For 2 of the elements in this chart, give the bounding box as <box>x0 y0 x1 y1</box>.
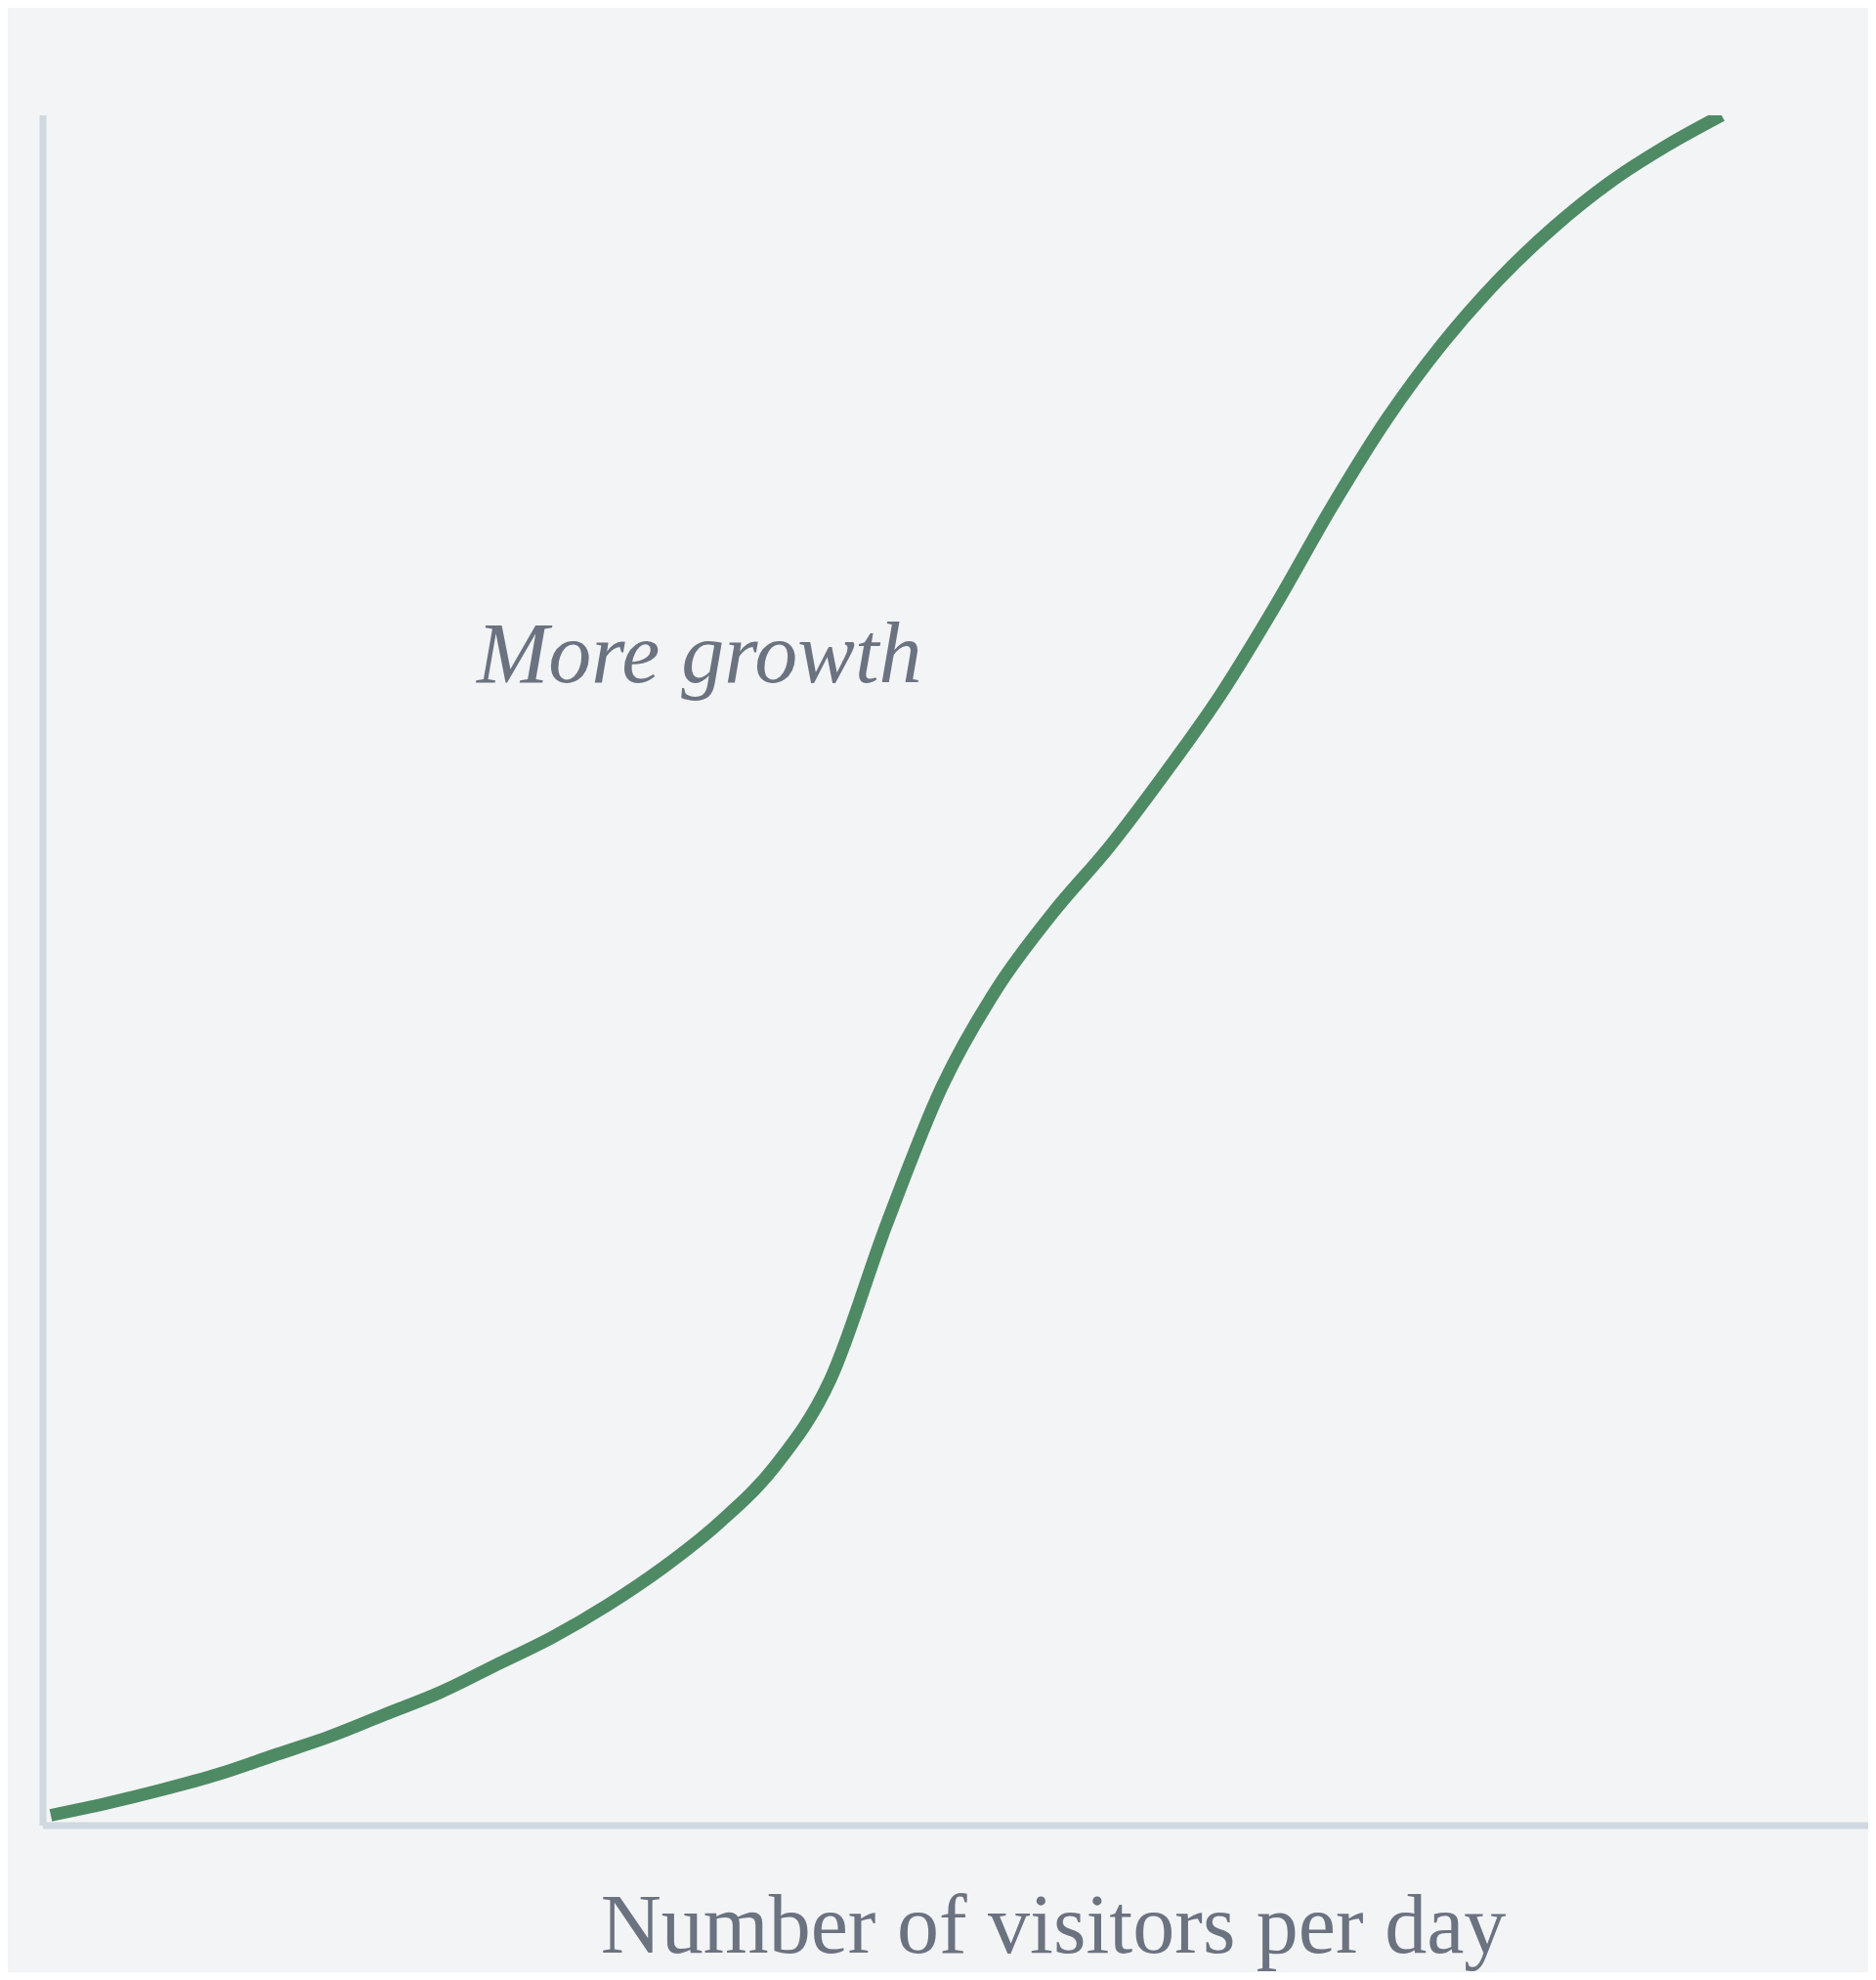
annotation: More growth <box>477 605 922 703</box>
x-axis-title: Number of visitors per day <box>600 1877 1507 1971</box>
